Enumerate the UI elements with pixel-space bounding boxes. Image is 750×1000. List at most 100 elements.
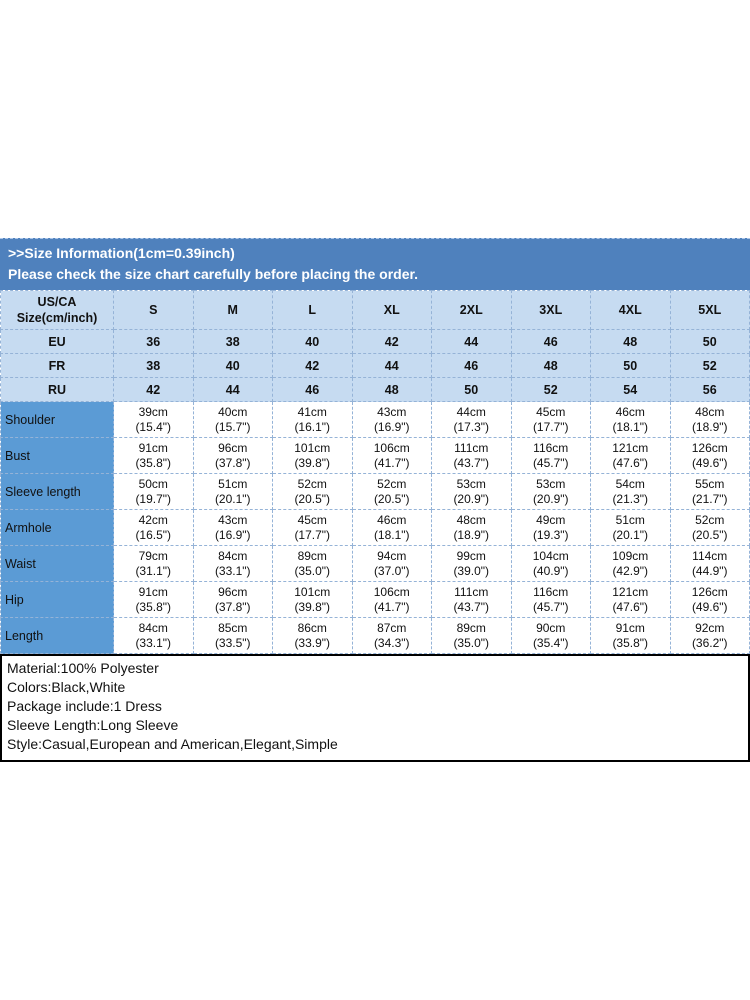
measurement-value-cell: 99cm (39.0") xyxy=(431,545,512,582)
region-size-value: 42 xyxy=(272,353,353,378)
value-inch: (39.0") xyxy=(453,563,490,578)
size-column-header: 4XL xyxy=(590,290,671,330)
measurement-value-cell: 51cm (20.1") xyxy=(192,473,273,510)
value-inch: (47.6") xyxy=(612,455,649,470)
measurement-value-cell: 45cm (17.7") xyxy=(510,401,591,438)
size-table: US/CA Size(cm/inch) S M L XL 2XL 3XL 4XL 5XL EU… xyxy=(0,290,750,654)
value-cm: 91cm xyxy=(615,620,645,635)
measurement-label: Length xyxy=(0,617,114,654)
size-column-header: L xyxy=(272,290,353,330)
value-cm: 94cm xyxy=(377,548,407,563)
product-detail-line: Sleeve Length:Long Sleeve xyxy=(7,717,179,733)
value-inch: (16.9") xyxy=(373,419,410,434)
value-inch: (17.7") xyxy=(294,527,331,542)
value-inch: (35.0") xyxy=(453,635,490,650)
measurement-value-cell: 109cm (42.9") xyxy=(590,545,671,582)
measurement-value-cell: 114cm (44.9") xyxy=(669,545,750,582)
measurement-value-cell: 96cm (37.8") xyxy=(192,581,273,618)
measurement-value-cell: 52cm (20.5") xyxy=(272,473,353,510)
measurement-value-cell: 126cm (49.6") xyxy=(669,581,750,618)
measurement-value-cell: 116cm (45.7") xyxy=(510,437,591,474)
measurement-row: Sleeve length 50cm (19.7") 51cm (20.1") 52cm(… xyxy=(0,473,750,510)
size-column-header: 2XL xyxy=(431,290,512,330)
value-cm: 54cm xyxy=(615,476,645,491)
value-inch: (35.8") xyxy=(135,599,172,614)
value-inch: (33.5") xyxy=(214,635,251,650)
value-cm: 116cm xyxy=(533,584,569,599)
value-inch: (33.1") xyxy=(135,635,172,650)
region-size-value: 48 xyxy=(510,353,591,378)
region-size-value: 48 xyxy=(351,377,432,402)
value-inch: (18.9") xyxy=(453,527,490,542)
value-inch: (20.9") xyxy=(453,491,490,506)
value-cm: 55cm xyxy=(695,476,725,491)
value-inch: (15.7") xyxy=(214,419,251,434)
measurement-value-cell: 48cm (18.9") xyxy=(431,509,512,546)
value-inch: (21.7") xyxy=(691,491,728,506)
value-inch: (35.4") xyxy=(532,635,569,650)
measurement-value-cell: 111cm (43.7") xyxy=(431,581,512,618)
measurement-value-cell: 53cm (20.9") xyxy=(431,473,512,510)
value-inch: (18.1") xyxy=(373,527,410,542)
measurement-value-cell: 89cm (35.0") xyxy=(272,545,353,582)
value-inch: (20.5") xyxy=(691,527,728,542)
value-inch: (41.7") xyxy=(373,599,410,614)
measurement-value-cell: 121cm (47.6") xyxy=(590,581,671,618)
value-cm: 53cm xyxy=(536,476,566,491)
region-size-value: 52 xyxy=(510,377,591,402)
value-cm: 52cm xyxy=(695,512,725,527)
value-cm: 44cm xyxy=(456,404,486,419)
value-cm: 96cm xyxy=(218,440,248,455)
value-cm: 43cm xyxy=(218,512,248,527)
value-inch: (33.9") xyxy=(294,635,331,650)
value-inch: (37.0") xyxy=(373,563,410,578)
value-inch: (20.9") xyxy=(532,491,569,506)
value-inch: (43.7") xyxy=(453,599,490,614)
region-size-value: 52 xyxy=(669,353,750,378)
region-label: FR xyxy=(0,353,114,378)
measurement-value-cell: 89cm (35.0") xyxy=(431,617,512,654)
region-size-value: 46 xyxy=(431,353,512,378)
value-cm: 106cm xyxy=(373,584,410,599)
measurement-value-cell: 111cm (43.7") xyxy=(431,437,512,474)
corner-header: US/CA Size(cm/inch) xyxy=(0,290,114,330)
value-inch: (44.9") xyxy=(691,563,728,578)
measurement-value-cell: 91cm (35.8") xyxy=(113,581,194,618)
value-cm: 49cm xyxy=(536,512,566,527)
value-cm: 91cm xyxy=(138,440,168,455)
value-inch: (37.8") xyxy=(214,455,251,470)
region-size-value: 38 xyxy=(113,353,194,378)
product-detail-line: Colors:Black,White xyxy=(7,679,126,695)
value-inch: (20.1") xyxy=(612,527,649,542)
value-cm: 79cm xyxy=(138,548,168,563)
value-cm: 52cm xyxy=(377,476,407,491)
measurement-value-cell: 55cm (21.7") xyxy=(669,473,750,510)
measurement-value-cell: 79cm (31.1") xyxy=(113,545,194,582)
value-cm: 89cm xyxy=(297,548,327,563)
region-size-value: 40 xyxy=(272,329,353,354)
region-size-value: 44 xyxy=(431,329,512,354)
value-cm: 45cm xyxy=(297,512,327,527)
measurement-value-cell: 106cm (41.7") xyxy=(351,581,432,618)
value-cm: 46cm xyxy=(377,512,407,527)
region-size-value: 42 xyxy=(113,377,194,402)
value-cm: 40cm xyxy=(218,404,248,419)
measurement-label: Bust xyxy=(0,437,114,474)
size-column-header: M xyxy=(192,290,273,330)
measurement-row: Length 84cm (33.1") 85cm (33.5") 86cm (33.9") 8… xyxy=(0,617,750,654)
measurement-value-cell: 126cm (49.6") xyxy=(669,437,750,474)
region-size-value: 50 xyxy=(669,329,750,354)
value-inch: (42.9") xyxy=(612,563,649,578)
value-inch: (19.7") xyxy=(135,491,172,506)
measurement-value-cell: 44cm (17.3") xyxy=(431,401,512,438)
value-inch: (20.5") xyxy=(373,491,410,506)
region-size-value: 44 xyxy=(192,377,273,402)
value-inch: (49.6") xyxy=(691,599,728,614)
measurement-value-cell: 53cm (20.9") xyxy=(510,473,591,510)
measurement-value-cell: 46cm (18.1") xyxy=(590,401,671,438)
measurement-value-cell: 43cm (16.9") xyxy=(192,509,273,546)
region-size-value: 46 xyxy=(272,377,353,402)
value-inch: (35.8") xyxy=(135,455,172,470)
value-cm: 39cm xyxy=(138,404,168,419)
region-size-value: 50 xyxy=(431,377,512,402)
